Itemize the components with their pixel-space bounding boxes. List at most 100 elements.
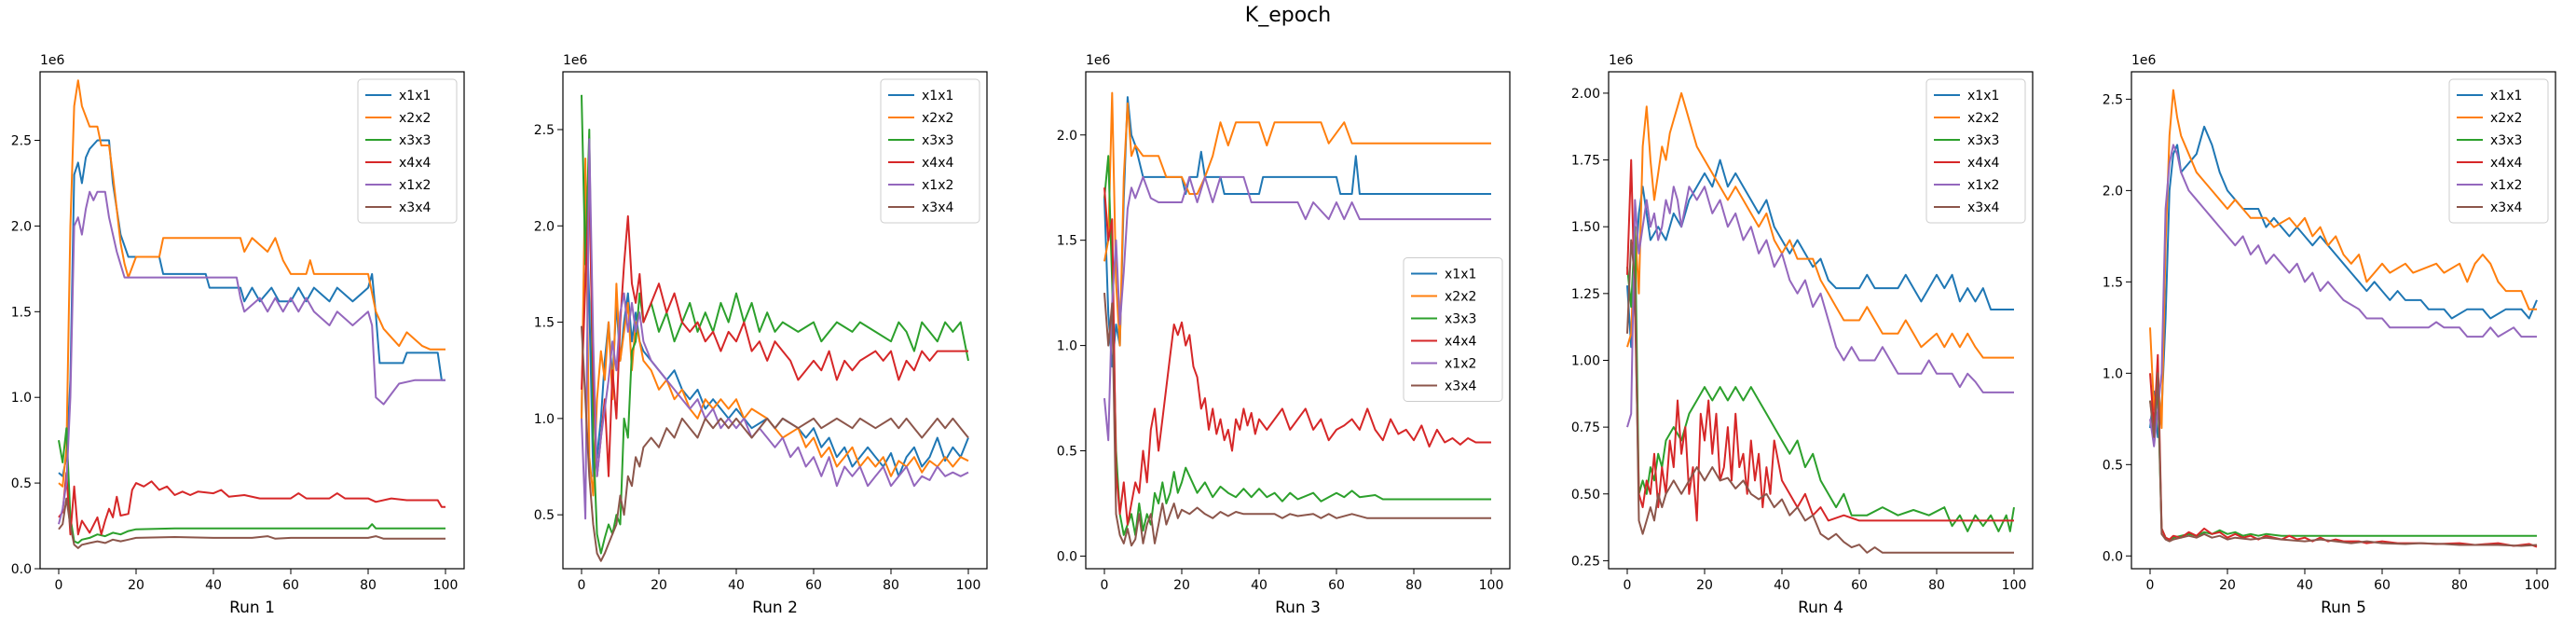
y-tick-label: 1.5	[2103, 275, 2123, 290]
legend-entry-x2x2: x2x2	[2490, 111, 2522, 126]
y-tick-label: 0.5	[2103, 458, 2123, 473]
legend-entry-x1x2: x1x2	[1967, 178, 1999, 193]
axes-frame	[1085, 71, 1511, 570]
legend-entry-x2x2: x2x2	[1445, 290, 1476, 305]
series-line-x3x3	[1626, 226, 2015, 532]
x-tick-label: 100	[433, 578, 459, 593]
y-tick-label: 1.75	[1571, 154, 1600, 169]
y-tick-label: 0.0	[11, 562, 32, 577]
x-tick-label: 100	[956, 578, 981, 593]
y-offset-text: 1e6	[1086, 53, 1111, 68]
y-tick-label: 0.0	[2103, 549, 2123, 564]
x-tick-label: 80	[1928, 578, 1945, 593]
x-axis-label: Run 1	[229, 599, 275, 617]
figure-title: K_epoch	[1244, 4, 1332, 27]
legend: x1x1 x2x2 x3x3 x4x4 x1x2 x3x4	[1925, 78, 2026, 224]
x-tick-label: 40	[728, 578, 745, 593]
legend-entry-x3x3: x3x3	[2490, 133, 2522, 148]
x-tick-label: 0	[55, 578, 63, 593]
y-tick-label: 1.0	[534, 412, 555, 427]
x-tick-label: 0	[1101, 578, 1109, 593]
legend-entry-x4x4: x4x4	[399, 156, 431, 171]
x-axis-label: Run 2	[752, 599, 798, 617]
series-line-x2x2	[58, 79, 445, 488]
legend-entry-x2x2: x2x2	[399, 111, 431, 126]
x-axis-label: Run 4	[1798, 599, 1843, 617]
x-tick-label: 60	[1328, 578, 1345, 593]
legend-frame	[1925, 78, 2026, 224]
y-offset-text: 1e6	[2131, 53, 2157, 68]
legend-entry-x3x3: x3x3	[399, 133, 431, 148]
legend-entry-x1x1: x1x1	[922, 89, 953, 103]
y-tick-label: 0.50	[1571, 488, 1600, 503]
legend-entry-x1x1: x1x1	[399, 89, 431, 103]
series-line-x4x4	[58, 472, 445, 536]
x-tick-label: 100	[2525, 578, 2550, 593]
x-tick-label: 40	[2296, 578, 2313, 593]
x-tick-label: 20	[1173, 578, 1190, 593]
x-tick-label: 20	[1696, 578, 1713, 593]
y-tick-label: 1.5	[534, 316, 555, 331]
y-tick-label: 0.5	[11, 476, 32, 491]
y-tick-label: 0.0	[1057, 549, 1077, 564]
legend-entry-x3x3: x3x3	[1967, 133, 1999, 148]
x-tick-label: 80	[2451, 578, 2468, 593]
legend-frame	[2448, 78, 2549, 224]
legend-entry-x1x1: x1x1	[1445, 268, 1476, 282]
legend-entry-x3x4: x3x4	[922, 200, 953, 215]
y-tick-label: 1.25	[1571, 287, 1600, 302]
legend: x1x1 x2x2 x3x3 x4x4 x1x2 x3x4	[880, 78, 980, 224]
y-offset-text: 1e6	[40, 53, 65, 68]
x-tick-label: 0	[2146, 578, 2155, 593]
subplot-run-1: 0 20 40 60 80 100 0.0 0.5 1.0 1.5 2.0 2.5 1e6 Run 1 x1…	[11, 53, 465, 617]
y-tick-label: 1.50	[1571, 220, 1600, 235]
series-line-x1x2	[58, 190, 445, 525]
x-axis-label: Run 3	[1275, 599, 1321, 617]
series-line-x4x4	[2149, 353, 2538, 548]
x-tick-label: 60	[1851, 578, 1868, 593]
legend-entry-x2x2: x2x2	[922, 111, 953, 126]
legend-entry-x3x3: x3x3	[1445, 312, 1476, 327]
y-tick-label: 2.0	[2103, 184, 2123, 199]
x-tick-label: 0	[578, 578, 586, 593]
y-tick-label: 1.0	[1057, 339, 1077, 354]
y-tick-label: 2.5	[2103, 92, 2123, 107]
y-tick-label: 1.00	[1571, 353, 1600, 368]
x-tick-label: 100	[1479, 578, 1504, 593]
series-line-x4x4	[1626, 158, 2014, 522]
series-line-x1x2	[1103, 175, 1491, 442]
series-line-x2x2	[2149, 89, 2537, 430]
series-line-x3x3	[581, 94, 969, 555]
y-tick-label: 1.0	[2103, 366, 2123, 381]
y-offset-text: 1e6	[563, 53, 588, 68]
x-tick-label: 60	[805, 578, 822, 593]
legend-entry-x1x2: x1x2	[2490, 178, 2522, 193]
x-tick-label: 40	[1251, 578, 1267, 593]
x-tick-label: 20	[651, 578, 667, 593]
y-tick-label: 1.5	[1057, 234, 1077, 249]
legend: x1x1 x2x2 x3x3 x4x4 x1x2 x3x4	[357, 78, 458, 224]
y-tick-label: 2.0	[1057, 129, 1077, 144]
y-tick-label: 2.5	[11, 134, 32, 149]
y-tick-label: 1.5	[11, 305, 32, 320]
legend: x1x1 x2x2 x3x3 x4x4 x1x2 x3x4	[2448, 78, 2549, 224]
legend-frame	[1403, 257, 1503, 402]
axes-frame	[562, 71, 988, 570]
legend: x1x1 x2x2 x3x3 x4x4 x1x2 x3x4	[1403, 257, 1503, 402]
y-tick-label: 0.5	[534, 508, 555, 523]
legend-frame	[880, 78, 980, 224]
legend-entry-x2x2: x2x2	[1967, 111, 1999, 126]
series-line-x3x4	[2149, 372, 2538, 547]
series-line-x3x3	[2149, 390, 2537, 541]
x-tick-label: 80	[1405, 578, 1422, 593]
series-line-x4x4	[581, 186, 968, 477]
y-tick-label: 0.75	[1571, 420, 1600, 435]
y-tick-label: 0.5	[1057, 445, 1077, 460]
x-tick-label: 20	[128, 578, 144, 593]
x-tick-label: 80	[360, 578, 377, 593]
legend-entry-x3x4: x3x4	[1445, 379, 1476, 394]
legend-entry-x4x4: x4x4	[1967, 156, 1999, 171]
series-line-x1x2	[581, 138, 969, 520]
legend-entry-x3x3: x3x3	[922, 133, 953, 148]
